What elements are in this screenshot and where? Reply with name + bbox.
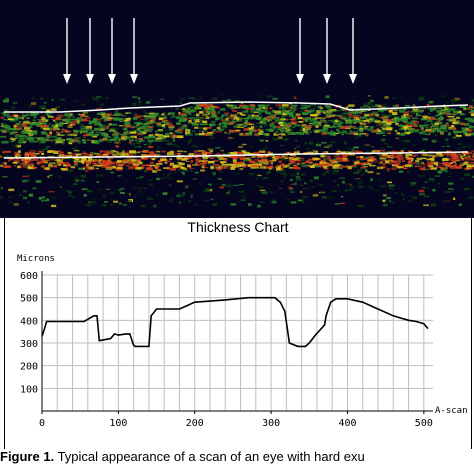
thickness-point [134, 345, 136, 347]
thickness-point [377, 308, 379, 310]
thickness-point [308, 342, 310, 344]
thickness-point [362, 301, 364, 303]
thickness-point [148, 345, 150, 347]
thickness-point [113, 333, 116, 335]
thickness-point [64, 320, 66, 323]
thickness-point [330, 301, 332, 303]
thickness-point [150, 315, 152, 317]
caption-text: Typical appearance of a scan of an eye w… [54, 449, 365, 464]
x-tick-label: 400 [338, 418, 356, 429]
thickness-point [178, 308, 181, 310]
x-tick-label: 200 [186, 418, 204, 429]
x-tick-label: 100 [109, 418, 127, 429]
thickness-point [43, 328, 45, 330]
chart-title: Thickness Chart [187, 219, 288, 235]
thickness-point [325, 315, 327, 317]
oct-arrow-4 [130, 18, 138, 84]
thickness-point [324, 324, 326, 326]
y-tick-label: 100 [20, 384, 38, 395]
thickness-point [415, 320, 417, 323]
thickness-point [41, 335, 43, 337]
y-tick-label: 600 [20, 271, 38, 282]
thickness-point [284, 310, 286, 312]
thickness-point [247, 297, 249, 299]
x-tick-label: 500 [415, 418, 433, 429]
thickness-point [140, 345, 142, 347]
oct-arrow-5 [296, 18, 304, 84]
thickness-point [96, 315, 98, 317]
y-axis-label: Microns [17, 254, 55, 264]
oct-arrow-7 [349, 18, 357, 84]
oct-arrow-6 [323, 18, 331, 84]
thickness-point [93, 315, 95, 317]
oct-scan-image [0, 0, 474, 218]
thickness-point [194, 301, 196, 303]
x-tick-label: 0 [39, 418, 45, 429]
caption-lead: Figure 1. [0, 449, 55, 464]
thickness-point [117, 334, 119, 336]
oct-upper-boundary [4, 101, 469, 113]
thickness-point [400, 317, 402, 319]
thickness-point [346, 298, 349, 300]
y-tick-label: 300 [20, 339, 38, 350]
thickness-point [314, 334, 316, 336]
thickness-chart: Thickness Chart Microns A-scan 100 200 300 400… [4, 218, 472, 452]
thickness-point [427, 327, 429, 329]
thickness-point [224, 299, 226, 301]
thickness-point [156, 308, 158, 310]
thickness-point [335, 298, 337, 300]
thickness-series-line [41, 296, 429, 348]
thickness-point [186, 305, 188, 307]
thickness-point [304, 345, 307, 347]
thickness-point [125, 333, 127, 335]
thickness-point [297, 345, 299, 347]
thickness-point [274, 297, 276, 299]
thickness-point [83, 320, 85, 323]
thickness-point [408, 319, 410, 321]
x-axis-label: A-scan [435, 406, 468, 416]
y-tick-label: 200 [20, 362, 38, 373]
thickness-point [129, 333, 131, 335]
y-tick-label: 400 [20, 316, 38, 327]
thickness-point [288, 342, 290, 344]
thickness-point [133, 344, 135, 346]
oct-arrow-1 [63, 18, 71, 84]
thickness-point [392, 315, 394, 317]
x-tick-label: 300 [262, 418, 280, 429]
figure-caption: Figure 1. Typical appearance of a scan o… [0, 449, 474, 465]
thickness-point [98, 340, 100, 342]
oct-arrow-2 [86, 18, 94, 84]
thickness-point [46, 320, 48, 323]
oct-lower-boundary [3, 151, 469, 159]
oct-arrow-3 [108, 18, 116, 84]
y-tick-label: 500 [20, 294, 38, 305]
thickness-point [423, 323, 425, 325]
thickness-point [110, 337, 112, 340]
chart-grid [41, 274, 433, 411]
thickness-point [279, 301, 281, 303]
